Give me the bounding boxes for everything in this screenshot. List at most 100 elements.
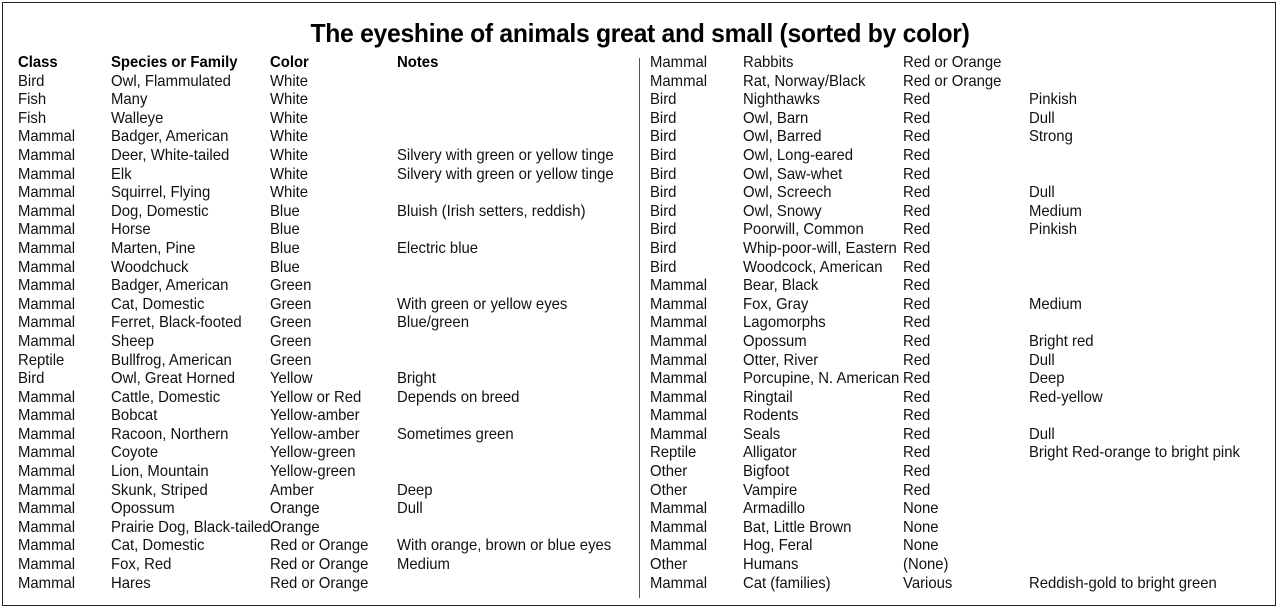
cell-color: Blue — [270, 221, 300, 239]
cell-color: Red — [903, 165, 931, 183]
cell-class: Mammal — [18, 128, 76, 146]
cell-class: Bird — [18, 370, 45, 388]
cell-color: White — [270, 128, 309, 146]
cell-color: Green — [270, 314, 312, 332]
cell-color: None — [903, 500, 939, 518]
cell-species: Cat (families) — [743, 574, 831, 592]
cell-color: Amber — [270, 481, 314, 499]
cell-color: Red — [903, 463, 931, 481]
cell-notes: Sometimes green — [397, 425, 514, 443]
table-right-half: Mammal Rabbits Red or Orange Mammal Rat, Nor… — [650, 54, 1270, 593]
cell-notes: Medium — [397, 556, 450, 574]
cell-notes: Bluish (Irish setters, reddish) — [397, 202, 586, 220]
table-row: Bird Nighthawks Red Pinkish — [650, 91, 1270, 110]
cell-notes: Reddish-gold to bright green — [1029, 574, 1217, 592]
cell-species: Elk — [111, 165, 132, 183]
cell-species: Rabbits — [743, 54, 794, 71]
cell-class: Reptile — [18, 351, 65, 369]
table-row: Bird Woodcock, American Red — [650, 259, 1270, 278]
cell-species: Coyote — [111, 444, 159, 462]
table-row: Mammal Cat, Domestic Red or Orange With ora… — [18, 537, 630, 556]
cell-class: Mammal — [650, 537, 708, 555]
cell-species: Owl, Great Horned — [111, 370, 236, 388]
cell-notes: Medium — [1029, 202, 1082, 220]
cell-notes: Dull — [1029, 109, 1055, 127]
cell-class: Mammal — [650, 518, 708, 536]
cell-class: Mammal — [18, 258, 76, 276]
cell-species: Walleye — [111, 109, 164, 127]
cell-species: Cat, Domestic — [111, 295, 205, 313]
cell-color: Red — [903, 221, 931, 239]
table-row: Mammal Sheep Green — [18, 333, 630, 352]
cell-species: Whip-poor-will, Eastern — [743, 239, 897, 257]
cell-class: Mammal — [18, 518, 76, 536]
cell-color: Yellow — [270, 370, 313, 388]
cell-species: Woodcock, American — [743, 258, 883, 276]
cell-class: Mammal — [650, 332, 708, 350]
cell-class: Mammal — [18, 332, 76, 350]
table-row: Mammal Woodchuck Blue — [18, 259, 630, 278]
cell-color: (None) — [903, 556, 949, 574]
cell-species: Bullfrog, American — [111, 351, 232, 369]
cell-class: Bird — [650, 91, 677, 109]
cell-species: Rat, Norway/Black — [743, 72, 866, 90]
table-row: Mammal Bat, Little Brown None — [650, 519, 1270, 538]
table-row: Mammal Cat, Domestic Green With green or ye… — [18, 296, 630, 315]
cell-color: Red — [903, 314, 931, 332]
cell-class: Mammal — [18, 388, 76, 406]
table-row: Mammal Skunk, Striped Amber Deep — [18, 482, 630, 501]
cell-color: White — [270, 146, 309, 164]
table-row: Mammal Lion, Mountain Yellow-green — [18, 463, 630, 482]
cell-class: Mammal — [650, 574, 708, 592]
table-row: Mammal Fox, Red Red or Orange Medium — [18, 556, 630, 575]
cell-color: Red — [903, 202, 931, 220]
cell-notes: Bright red — [1029, 332, 1094, 350]
cell-species: Owl, Screech — [743, 184, 832, 202]
cell-color: Red or Orange — [270, 537, 369, 555]
header-row: Class Species or Family Color Notes — [18, 54, 630, 73]
cell-species: Opossum — [111, 500, 175, 518]
cell-species: Owl, Barn — [743, 109, 809, 127]
cell-color: Various — [903, 574, 953, 592]
cell-color: White — [270, 109, 309, 127]
table-row: Mammal Armadillo None — [650, 500, 1270, 519]
cell-class: Mammal — [18, 314, 76, 332]
cell-class: Other — [650, 463, 688, 481]
cell-color: Red — [903, 109, 931, 127]
cell-class: Mammal — [650, 370, 708, 388]
cell-color: Red — [903, 332, 931, 350]
cell-color: Red or Orange — [903, 54, 1002, 71]
cell-species: Fox, Red — [111, 556, 172, 574]
cell-color: Blue — [270, 258, 300, 276]
cell-class: Bird — [650, 109, 677, 127]
table-row: Mammal Rat, Norway/Black Red or Orange — [650, 73, 1270, 92]
table-row: Mammal Rodents Red — [650, 407, 1270, 426]
cell-notes: With orange, brown or blue eyes — [397, 537, 612, 555]
cell-color: Red or Orange — [270, 556, 369, 574]
cell-color: Green — [270, 332, 312, 350]
cell-species: Owl, Flammulated — [111, 72, 231, 90]
cell-class: Mammal — [18, 444, 76, 462]
cell-color: Red — [903, 239, 931, 257]
table-row: Mammal Cat (families) Various Reddish-gold … — [650, 575, 1270, 594]
cell-color: Yellow-amber — [270, 425, 360, 443]
cell-species: Deer, White-tailed — [111, 146, 230, 164]
table-row: Reptile Bullfrog, American Green — [18, 352, 630, 371]
cell-species: Cat, Domestic — [111, 537, 205, 555]
table-row: Reptile Alligator Red Bright Red-orange to … — [650, 444, 1270, 463]
cell-color: Red — [903, 351, 931, 369]
cell-class: Mammal — [18, 239, 76, 257]
table-row: Mammal Dog, Domestic Blue Bluish (Irish set… — [18, 203, 630, 222]
table-row: Bird Owl, Screech Red Dull — [650, 184, 1270, 203]
table-row: Bird Owl, Barred Red Strong — [650, 128, 1270, 147]
cell-class: Mammal — [18, 481, 76, 499]
cell-species: Horse — [111, 221, 151, 239]
cell-color: None — [903, 537, 939, 555]
cell-class: Bird — [650, 258, 677, 276]
table-row: Mammal Bear, Black Red — [650, 277, 1270, 296]
cell-notes: Dull — [1029, 425, 1055, 443]
cell-color: Red — [903, 91, 931, 109]
table-row: Mammal Deer, White-tailed White Silvery wit… — [18, 147, 630, 166]
cell-color: Orange — [270, 500, 320, 518]
cell-species: Badger, American — [111, 128, 229, 146]
